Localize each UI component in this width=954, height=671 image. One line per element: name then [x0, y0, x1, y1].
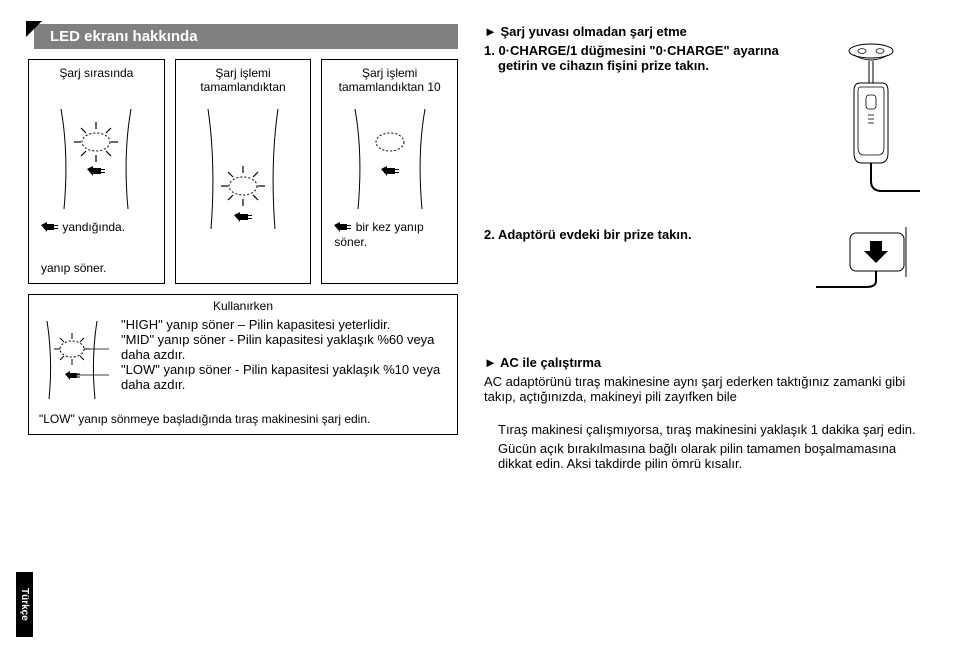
state-box: Şarj işlemi tamamlandıktan 10 — [321, 59, 458, 284]
led-diagram — [51, 104, 141, 214]
plug-icon — [87, 166, 105, 176]
usage-line: "LOW" yanıp söner - Pilin kapasitesi yak… — [121, 362, 447, 392]
subsection-heading: ► Şarj yuvası olmadan şarj etme — [484, 24, 926, 39]
subsection-heading: ► AC ile çalıştırma — [484, 355, 926, 370]
state-extra: yanıp söner. — [35, 261, 158, 275]
state-box: Şarj işlemi tamamlandıktan — [175, 59, 312, 284]
state-title: Şarj işlemi tamamlandıktan — [182, 66, 305, 96]
plug-icon — [334, 221, 352, 235]
usage-line: "HIGH" yanıp söner – Pilin kapasitesi ye… — [121, 317, 447, 332]
step-text: 1. 0·CHARGE/1 düğmesini "0·CHARGE" ayarı… — [484, 43, 798, 73]
state-box: Şarj sırasında — [28, 59, 165, 284]
state-title: Şarj işlemi tamamlandıktan 10 — [328, 66, 451, 96]
usage-box: Kullanırken — [28, 294, 458, 435]
header-triangle-icon — [26, 21, 42, 37]
usage-diagram — [39, 317, 111, 406]
paragraph: Tıraş makinesi çalışmıyorsa, tıraş makin… — [498, 422, 926, 437]
plug-icon — [65, 371, 80, 380]
led-diagram — [345, 104, 435, 214]
usage-line: "MID" yanıp söner - Pilin kapasitesi yak… — [121, 332, 447, 362]
plug-icon — [381, 166, 399, 176]
paragraph: Gücün açık bırakılmasına bağlı olarak pi… — [498, 441, 926, 471]
step-text: 2. Adaptörü evdeki bir prize takın. — [484, 227, 798, 242]
state-title: Şarj sırasında — [59, 66, 133, 96]
usage-footer: "LOW" yanıp sönmeye başladığında tıraş m… — [29, 410, 457, 434]
state-caption: bir kez yanıp söner. — [328, 220, 451, 249]
led-diagram — [198, 104, 288, 214]
plug-icon — [234, 212, 252, 222]
section-title: LED ekranı hakkında — [34, 24, 458, 49]
caption-text: yandığında. — [62, 220, 125, 234]
language-tab: Türkçe — [16, 572, 33, 637]
shaver-plug-illustration — [816, 43, 926, 193]
section-header: LED ekranı hakkında — [34, 24, 458, 49]
paragraph: AC adaptörünü tıraş makinesine aynı şarj… — [484, 374, 926, 404]
plug-icon — [41, 221, 59, 235]
state-caption: yandığında. — [35, 220, 158, 235]
usage-title: Kullanırken — [29, 295, 457, 317]
wall-outlet-illustration — [816, 227, 926, 291]
